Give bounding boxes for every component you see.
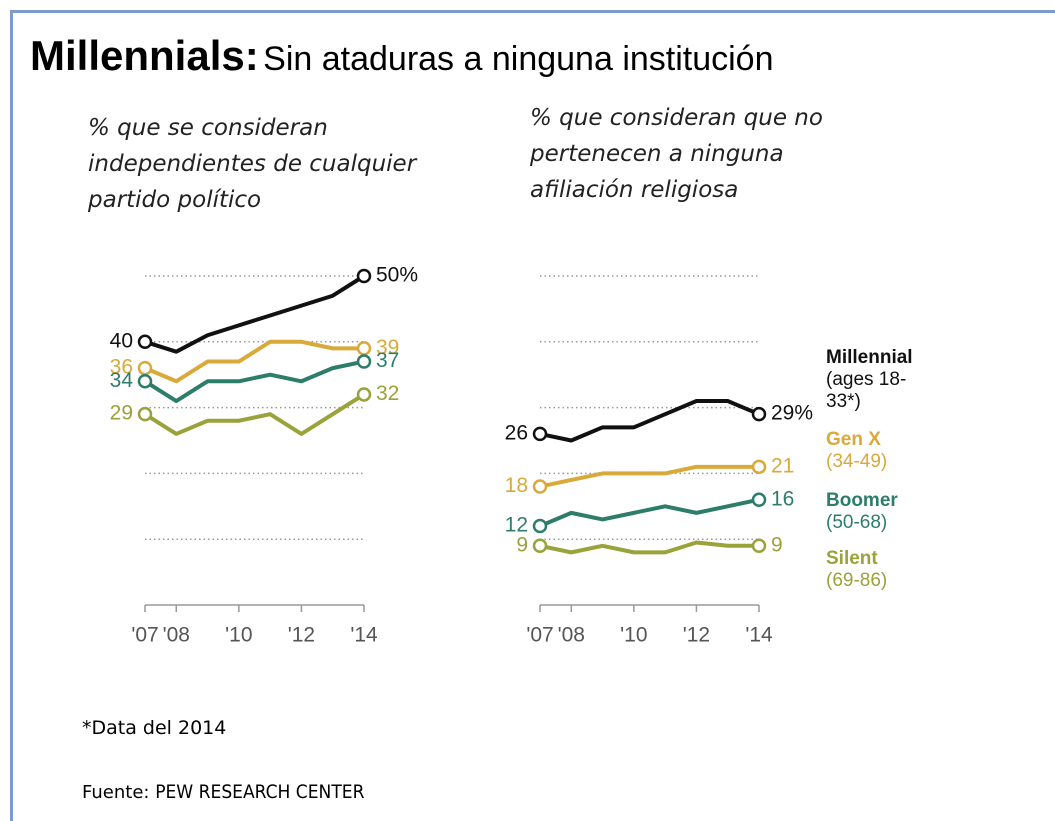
point	[751, 492, 767, 507]
value-label: 40	[110, 329, 133, 352]
x-tick-label: '14	[745, 624, 773, 647]
source: Fuente: PEW RESEARCH CENTER	[82, 781, 364, 803]
point	[751, 459, 767, 475]
series-line	[144, 339, 364, 384]
frame	[10, 10, 1055, 821]
point	[356, 387, 372, 402]
point	[532, 426, 548, 442]
value-label: 32	[376, 382, 399, 405]
legend-range: (ages 18-33*)	[826, 369, 907, 412]
x-tick-label: '14	[350, 624, 378, 647]
value-label: 18	[505, 474, 528, 497]
series-line	[143, 392, 366, 436]
point	[532, 518, 548, 534]
source-name: PEW RESEARCH CENTER	[155, 781, 365, 803]
legend-name: Silent	[826, 548, 878, 569]
point	[751, 538, 767, 554]
footnote: *Data del 2014	[82, 717, 227, 739]
legend-range: (69-86)	[826, 570, 888, 591]
legend-entry: Gen X (34-49)	[826, 429, 916, 473]
series-line	[539, 540, 759, 555]
chart-subtitle: % que consideran que no pertenecen a nin…	[530, 105, 823, 203]
x-tick-label: '08	[558, 624, 585, 647]
x-tick-label: '10	[225, 624, 252, 647]
legend-name: Boomer	[826, 490, 898, 511]
point	[137, 374, 153, 389]
value-label: 34	[110, 369, 134, 392]
value-label: 37	[376, 349, 399, 372]
title-rest: Sin ataduras a ninguna institución	[263, 40, 774, 78]
title: Millennials: Sin ataduras a ninguna inst…	[30, 32, 774, 80]
point	[137, 334, 153, 350]
point	[356, 341, 372, 356]
value-label: 21	[771, 454, 794, 477]
x-tick-label: '12	[288, 624, 315, 647]
point	[532, 479, 548, 494]
legend-name: Gen X	[826, 429, 881, 450]
value-label: 29	[110, 402, 133, 425]
value-label: 9	[516, 533, 528, 556]
point	[356, 354, 372, 369]
legend-entry: Silent (69-86)	[826, 548, 916, 592]
x-tick-label: '07	[131, 624, 158, 647]
x-tick-label: '10	[620, 624, 647, 647]
value-label: 50%	[376, 264, 418, 287]
value-label: 36	[110, 356, 133, 379]
series-line	[539, 497, 760, 528]
x-tick-label: '08	[163, 624, 190, 647]
value-label: 16	[771, 487, 794, 510]
series-line	[539, 399, 760, 443]
chart-subtitle: % que se consideran independientes de cu…	[88, 115, 417, 213]
x-tick-label: '07	[526, 624, 553, 647]
value-label: 26	[505, 421, 528, 444]
series-line	[144, 274, 366, 354]
source-label: Fuente:	[82, 782, 150, 803]
title-bold: Millennials:	[30, 32, 259, 79]
legend-entry: Millennial (ages 18-33*)	[826, 347, 916, 413]
legend-entry: Boomer (50-68)	[826, 490, 916, 534]
point	[356, 268, 372, 284]
point	[532, 538, 548, 554]
point	[137, 406, 153, 422]
point	[137, 360, 153, 376]
legend-range: (50-68)	[826, 512, 888, 533]
value-label: 12	[505, 514, 528, 537]
series-line	[539, 464, 759, 489]
value-label: 39	[376, 336, 399, 359]
value-label: 9	[771, 533, 783, 556]
legend-range: (34-49)	[826, 451, 888, 472]
point	[751, 406, 767, 422]
legend-name: Millennial	[826, 347, 913, 368]
value-label: 29%	[771, 402, 813, 425]
series-line	[143, 359, 365, 404]
x-tick-label: '12	[683, 624, 710, 647]
